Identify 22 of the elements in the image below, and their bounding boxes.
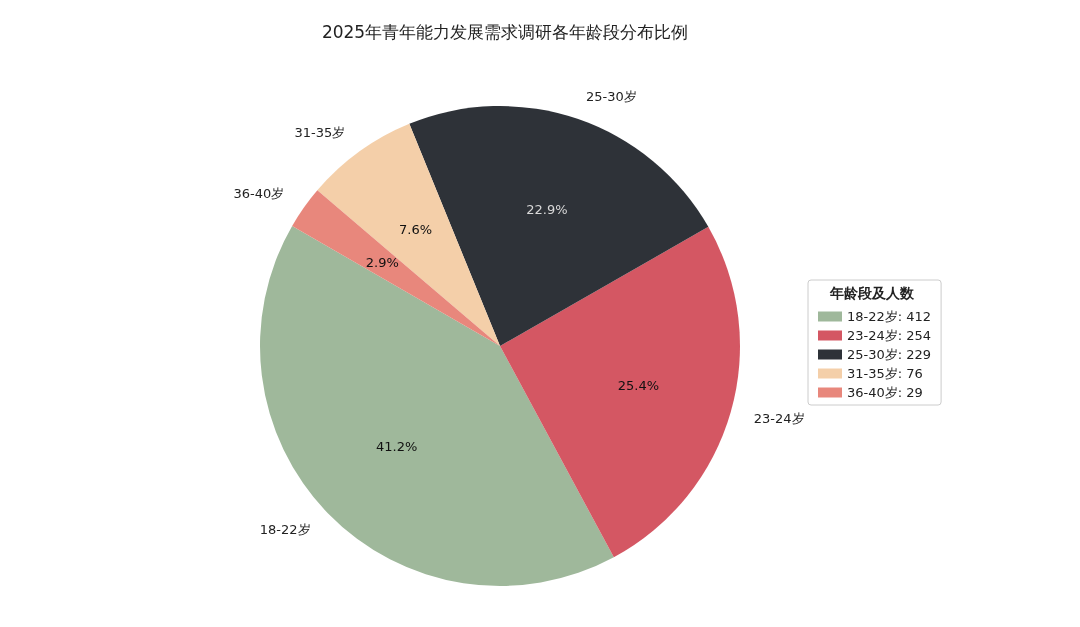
text: : 229: [897, 347, 932, 362]
legend-label: 31-35岁: [847, 366, 898, 381]
text: : 254: [897, 328, 932, 343]
legend-label: 36-40岁: [847, 385, 898, 400]
slice-label: 18-22岁: [259, 522, 311, 538]
legend-title: 年龄段及人数: [829, 285, 915, 301]
data-label: 7.6%: [399, 221, 433, 237]
chart-title: 2025年青年能力发展需求调研各年龄段分布比例: [321, 21, 689, 42]
data-label: 2.9%: [365, 255, 399, 271]
slice-label: 36-40岁: [233, 186, 285, 202]
legend-label: 25-30岁: [847, 347, 898, 362]
legend-label: 23-24岁: [847, 328, 898, 343]
text: : 76: [897, 366, 923, 381]
text: : 29: [897, 385, 923, 400]
slice-label: 23-24岁: [753, 411, 805, 427]
data-label: 25.4%: [617, 378, 660, 394]
text: : 412: [897, 309, 932, 324]
slice-label: 25-30岁: [586, 88, 637, 104]
data-label: 41.2%: [376, 438, 418, 454]
slice-label: 31-35岁: [294, 124, 346, 140]
legend-label: 18-22岁: [847, 309, 898, 324]
data-label: 22.9%: [526, 202, 568, 218]
